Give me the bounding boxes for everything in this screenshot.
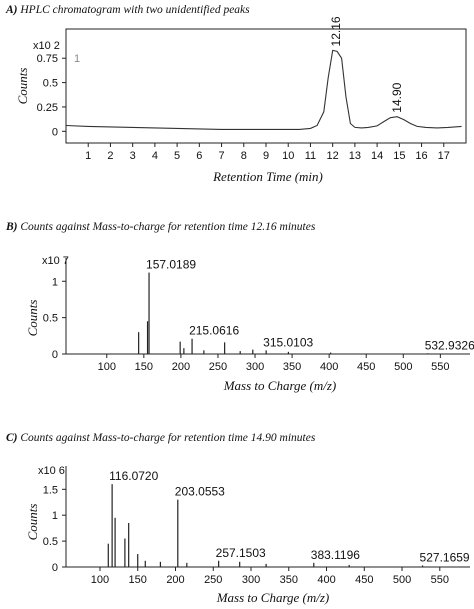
x-tick-label: 150 <box>135 361 153 373</box>
y-tick-label: 1 <box>52 510 58 522</box>
x-tick-label: 500 <box>394 361 412 373</box>
y-axis-label: Counts <box>25 504 40 541</box>
x-tick-label: 300 <box>246 361 264 373</box>
peak-label: 315.0103 <box>263 335 313 349</box>
x-tick-label: 400 <box>320 361 338 373</box>
x-tick-label: 450 <box>357 361 375 373</box>
x-axis-label: Retention Time (min) <box>212 169 323 184</box>
y-tick-label: 1 <box>52 276 58 288</box>
x-tick-label: 300 <box>242 574 260 586</box>
x-tick-label: 8 <box>241 150 247 162</box>
peak-label: 157.0189 <box>146 258 196 272</box>
x-tick-label: 150 <box>129 574 147 586</box>
y-multiplier: x10 6 <box>38 465 65 477</box>
peak-label: 203.0553 <box>175 485 225 499</box>
panel-a-title-text: HPLC chromatogram with two unidentified … <box>20 4 250 16</box>
x-tick-label: 200 <box>172 361 190 373</box>
x-tick-label: 7 <box>218 150 224 162</box>
panel-a-label: A) <box>6 4 18 16</box>
panel-b: B) Counts against Mass-to-charge for ret… <box>6 221 474 393</box>
y-tick-label: 0 <box>52 562 58 574</box>
x-tick-label: 16 <box>415 150 427 162</box>
panel-b-label: B) <box>6 221 18 233</box>
x-tick-label: 450 <box>355 574 373 586</box>
panel-b-title: B) Counts against Mass-to-charge for ret… <box>6 221 315 233</box>
x-tick-label: 500 <box>393 574 411 586</box>
y-tick-label: 0.75 <box>37 53 58 65</box>
x-tick-label: 15 <box>393 150 405 162</box>
y-tick-label: 0 <box>52 126 58 138</box>
y-tick-label: 0.5 <box>43 536 58 548</box>
x-tick-label: 10 <box>282 150 294 162</box>
panel-c-label: C) <box>6 432 18 444</box>
peak-label: 215.0616 <box>189 324 239 338</box>
x-tick-label: 13 <box>349 150 361 162</box>
x-tick-label: 250 <box>204 574 222 586</box>
peak-label: 12.16 <box>329 16 343 46</box>
panel-a: A) HPLC chromatogram with two unidentifi… <box>0 0 474 200</box>
x-tick-label: 5 <box>174 150 180 162</box>
x-tick-label: 100 <box>98 361 116 373</box>
x-tick-label: 100 <box>91 574 109 586</box>
x-tick-label: 550 <box>431 574 449 586</box>
panel-b-title-text: Counts against Mass-to-charge for retent… <box>20 221 316 233</box>
panel-c-title-text: Counts against Mass-to-charge for retent… <box>20 432 316 444</box>
x-tick-label: 250 <box>209 361 227 373</box>
x-tick-label: 350 <box>283 361 301 373</box>
peak-label: 532.9326 <box>425 338 474 352</box>
y-axis-label: Counts <box>25 300 40 337</box>
y-axis-label: Counts <box>15 68 30 105</box>
x-tick-label: 9 <box>263 150 269 162</box>
mass-spectrum-b: x10 7 Counts Mass to Charge (m/z) 0 0.5 1 1… <box>25 255 474 393</box>
x-tick-label: 1 <box>85 150 91 162</box>
y-tick-label: 0.5 <box>43 313 58 325</box>
x-tick-label: 350 <box>280 574 298 586</box>
x-tick-label: 14 <box>371 150 383 162</box>
peak-label: 257.1503 <box>216 546 266 560</box>
y-tick-label: 0.5 <box>43 78 58 90</box>
peak-label: 527.1659 <box>420 550 470 564</box>
x-tick-label: 12 <box>327 150 339 162</box>
peak-label: 383.1196 <box>311 548 360 562</box>
x-axis-label: Mass to Charge (m/z) <box>216 590 330 605</box>
chromatogram-chart: x10 2 Counts Retention Time (min) 1 0 0.2… <box>15 16 467 184</box>
x-tick-label: 6 <box>196 150 202 162</box>
panel-a-title: A) HPLC chromatogram with two unidentifi… <box>6 4 250 16</box>
chromatogram-trace <box>65 49 462 130</box>
x-axis-label: Mass to Charge (m/z) <box>223 378 337 393</box>
peak-label: 116.0720 <box>109 469 158 483</box>
y-tick-label: 0.25 <box>37 102 58 114</box>
y-tick-label: 1.5 <box>43 484 58 496</box>
x-tick-label: 3 <box>130 150 136 162</box>
x-tick-label: 2 <box>107 150 113 162</box>
panel-c-title: C) Counts against Mass-to-charge for ret… <box>6 432 315 444</box>
x-tick-label: 4 <box>152 150 158 162</box>
x-tick-label: 17 <box>438 150 450 162</box>
x-tick-label: 11 <box>305 150 316 162</box>
x-tick-label: 200 <box>166 574 184 586</box>
y-tick-label: 0 <box>52 349 58 361</box>
y-multiplier: x10 7 <box>42 255 69 267</box>
x-tick-label: 400 <box>317 574 335 586</box>
y-multiplier: x10 2 <box>33 40 60 52</box>
trace-label: 1 <box>74 53 80 65</box>
peak-label: 14.90 <box>390 82 404 112</box>
x-tick-label: 550 <box>431 361 449 373</box>
